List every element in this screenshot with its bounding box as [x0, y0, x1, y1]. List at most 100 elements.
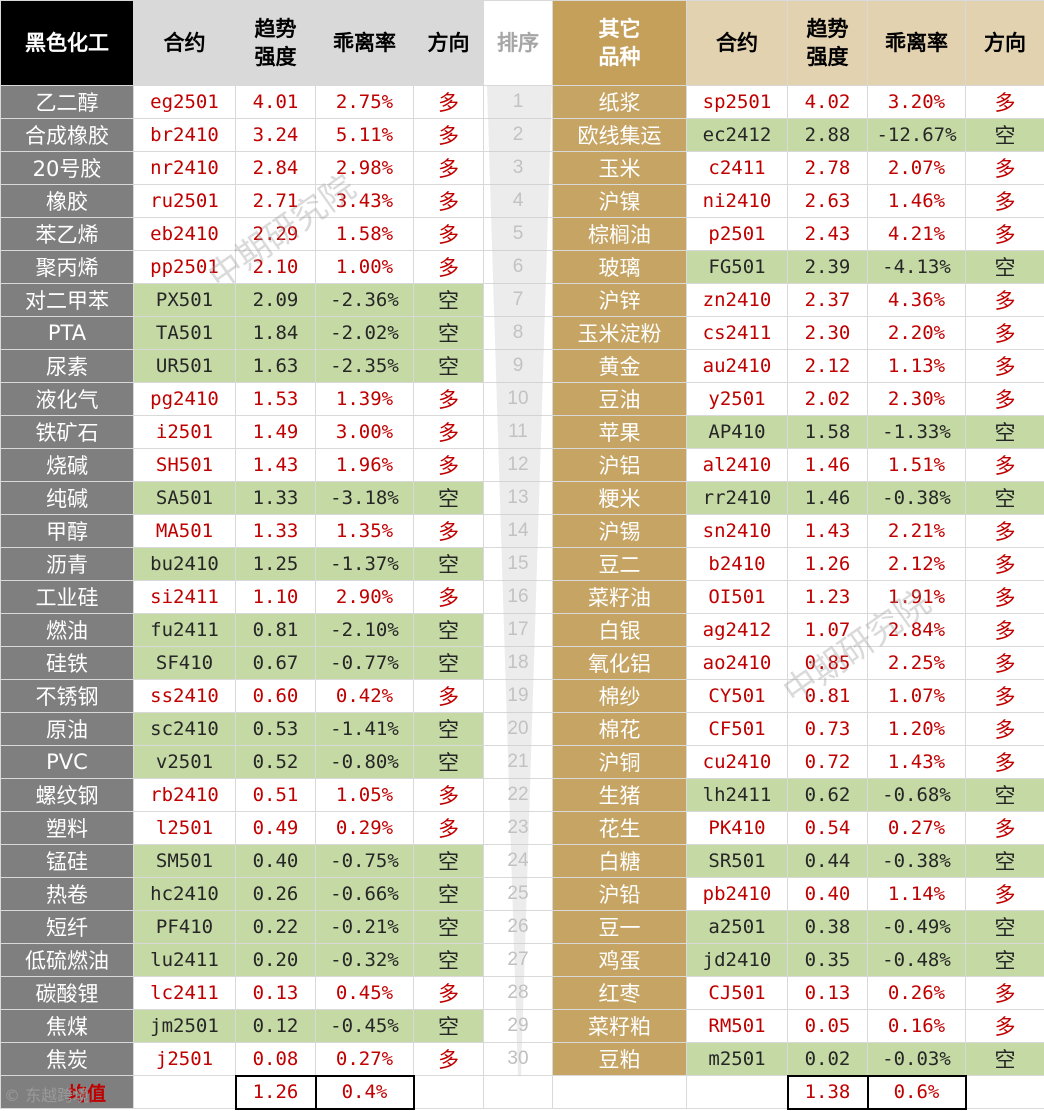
rank-number: 11	[483, 415, 553, 449]
left-direction: 空	[413, 910, 484, 944]
right-deviation: -0.03%	[867, 1042, 966, 1076]
left-strength: 1.33	[235, 481, 316, 515]
left-direction: 空	[413, 646, 484, 680]
left-direction: 多	[413, 811, 484, 845]
right-direction: 多	[965, 679, 1044, 713]
right-contract: pb2410	[686, 877, 788, 911]
right-strength: 0.02	[787, 1042, 868, 1076]
right-direction: 空	[965, 481, 1044, 515]
left-strength: 0.08	[235, 1042, 316, 1076]
left-name: 硅铁	[0, 646, 134, 680]
left-name: 苯乙烯	[0, 217, 134, 251]
right-direction: 多	[965, 613, 1044, 647]
rank-number: 23	[483, 811, 553, 845]
table-row: 焦炭 j2501 0.08 0.27% 多 30 豆粕 m2501 0.02 -0.03% 空	[0, 1042, 1044, 1076]
left-direction: 空	[413, 943, 484, 977]
rank-number: 30	[483, 1042, 553, 1076]
right-name: 玻璃	[552, 250, 687, 284]
right-direction: 空	[965, 415, 1044, 449]
right-contract: jd2410	[686, 943, 788, 977]
right-strength: 1.46	[787, 481, 868, 515]
header-right-direction: 方向	[965, 0, 1044, 86]
rank-number: 1	[483, 85, 553, 119]
right-contract: p2501	[686, 217, 788, 251]
left-contract: SF410	[133, 646, 236, 680]
left-name: 焦炭	[0, 1042, 134, 1076]
left-direction: 多	[413, 679, 484, 713]
right-deviation: 1.51%	[867, 448, 966, 482]
left-contract: PF410	[133, 910, 236, 944]
left-deviation: -2.02%	[315, 316, 414, 350]
right-direction: 多	[965, 877, 1044, 911]
left-contract: br2410	[133, 118, 236, 152]
right-strength: 0.35	[787, 943, 868, 977]
left-direction: 多	[413, 184, 484, 218]
right-name: 豆粕	[552, 1042, 687, 1076]
left-direction: 空	[413, 283, 484, 317]
rank-number: 28	[483, 976, 553, 1010]
header-right-deviation: 乖离率	[867, 0, 966, 86]
right-deviation: -1.33%	[867, 415, 966, 449]
left-direction: 空	[413, 349, 484, 383]
right-name: 沪铜	[552, 745, 687, 779]
left-strength: 2.71	[235, 184, 316, 218]
left-strength: 1.63	[235, 349, 316, 383]
right-deviation: 0.16%	[867, 1009, 966, 1043]
left-direction: 空	[413, 745, 484, 779]
left-deviation: 0.42%	[315, 679, 414, 713]
left-strength: 0.22	[235, 910, 316, 944]
right-contract: SR501	[686, 844, 788, 878]
right-strength: 0.81	[787, 679, 868, 713]
right-strength: 0.44	[787, 844, 868, 878]
left-deviation: -0.77%	[315, 646, 414, 680]
right-contract: b2410	[686, 547, 788, 581]
right-name: 纸浆	[552, 85, 687, 119]
rank-number: 3	[483, 151, 553, 185]
table-body: 乙二醇 eg2501 4.01 2.75% 多 1 纸浆 sp2501 4.02 3.20% 多合成…	[0, 85, 1044, 1076]
left-strength: 0.26	[235, 877, 316, 911]
left-name: PVC	[0, 745, 134, 779]
right-deviation: 1.46%	[867, 184, 966, 218]
right-direction: 空	[965, 250, 1044, 284]
rank-number: 24	[483, 844, 553, 878]
average-right-deviation: 0.6%	[866, 1074, 967, 1110]
right-direction: 多	[965, 646, 1044, 680]
right-contract: cu2410	[686, 745, 788, 779]
left-deviation: -0.80%	[315, 745, 414, 779]
table-row: 甲醇 MA501 1.33 1.35% 多 14 沪锡 sn2410 1.43 2.21% 多	[0, 514, 1044, 548]
right-name: 豆一	[552, 910, 687, 944]
header-rank: 排序	[483, 0, 553, 86]
rank-number: 26	[483, 910, 553, 944]
right-direction: 多	[965, 382, 1044, 416]
right-name: 花生	[552, 811, 687, 845]
right-name: 氧化铝	[552, 646, 687, 680]
right-direction: 多	[965, 580, 1044, 614]
average-left-deviation: 0.4%	[314, 1074, 415, 1110]
table-row: 20号胶 nr2410 2.84 2.98% 多 3 玉米 c2411 2.78 2.07% 多	[0, 151, 1044, 185]
right-name: 沪镍	[552, 184, 687, 218]
rank-number: 12	[483, 448, 553, 482]
left-name: 铁矿石	[0, 415, 134, 449]
right-deviation: -0.48%	[867, 943, 966, 977]
right-strength: 0.85	[787, 646, 868, 680]
rank-number: 5	[483, 217, 553, 251]
left-contract: rb2410	[133, 778, 236, 812]
right-contract: rr2410	[686, 481, 788, 515]
right-deviation: -0.68%	[867, 778, 966, 812]
left-deviation: -0.21%	[315, 910, 414, 944]
right-name: 沪锌	[552, 283, 687, 317]
left-contract: fu2411	[133, 613, 236, 647]
left-strength: 0.67	[235, 646, 316, 680]
left-direction: 多	[413, 382, 484, 416]
left-contract: MA501	[133, 514, 236, 548]
right-deviation: 2.84%	[867, 613, 966, 647]
right-name: 沪锡	[552, 514, 687, 548]
right-contract: lh2411	[686, 778, 788, 812]
left-deviation: 2.98%	[315, 151, 414, 185]
right-direction: 多	[965, 184, 1044, 218]
right-direction: 空	[965, 844, 1044, 878]
right-name: 鸡蛋	[552, 943, 687, 977]
right-direction: 空	[965, 118, 1044, 152]
right-contract: au2410	[686, 349, 788, 383]
right-contract: al2410	[686, 448, 788, 482]
